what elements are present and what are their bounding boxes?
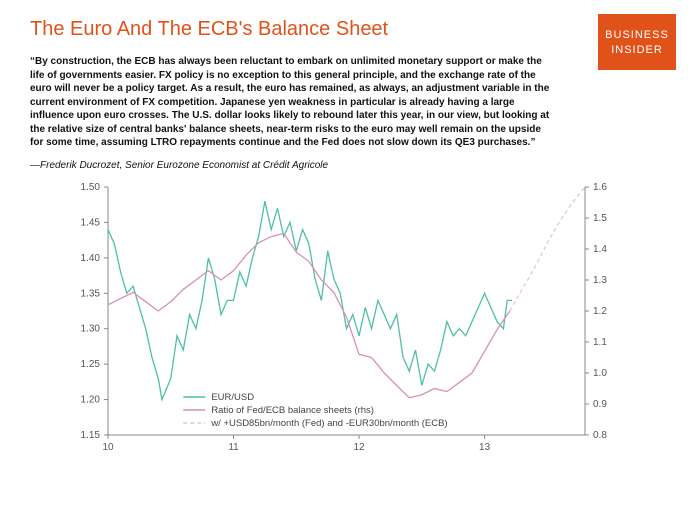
y-right-label: 0.8 — [593, 430, 607, 441]
chart-title: The Euro And The ECB's Balance Sheet — [30, 18, 670, 41]
x-label: 13 — [479, 442, 491, 453]
y-right-label: 1.1 — [593, 337, 607, 348]
y-left-label: 1.45 — [81, 217, 101, 228]
y-right-label: 1.6 — [593, 182, 607, 193]
legend-label: w/ +USD85bn/month (Fed) and -EUR30bn/mon… — [210, 418, 447, 429]
y-left-label: 1.35 — [81, 288, 101, 299]
business-insider-logo: BUSINESS INSIDER — [598, 14, 676, 70]
y-right-label: 1.2 — [593, 306, 607, 317]
series-line-0 — [108, 201, 512, 399]
quote-text: “By construction, the ECB has always bee… — [30, 55, 550, 150]
chart-container: 1.15 1.20 1.25 1.30 1.35 1.40 1.45 1.50 0.8 0.9 1.… — [30, 177, 670, 467]
page: BUSINESS INSIDER The Euro And The ECB's … — [0, 0, 700, 525]
y-left-label: 1.15 — [81, 430, 101, 441]
y-right-label: 1.5 — [593, 213, 607, 224]
y-right-label: 1.3 — [593, 275, 607, 286]
y-left-label: 1.30 — [81, 323, 101, 334]
y-right-label: 1.4 — [593, 244, 607, 255]
y-left-label: 1.40 — [81, 252, 101, 263]
series-line-1 — [108, 233, 510, 397]
legend-label: EUR/USD — [211, 392, 254, 403]
logo-line1: BUSINESS — [598, 28, 676, 43]
logo-line2: INSIDER — [598, 43, 676, 58]
y-right-label: 1.0 — [593, 368, 607, 379]
x-label: 12 — [353, 442, 365, 453]
x-label: 10 — [102, 442, 114, 453]
x-label: 11 — [228, 442, 239, 453]
y-left-label: 1.50 — [81, 182, 101, 193]
series-line-2 — [510, 187, 585, 311]
y-right-label: 0.9 — [593, 399, 607, 410]
y-left-label: 1.20 — [81, 394, 101, 405]
chart-svg: 1.15 1.20 1.25 1.30 1.35 1.40 1.45 1.50 0.8 0.9 1.… — [30, 177, 630, 467]
y-left-label: 1.25 — [81, 359, 101, 370]
legend-label: Ratio of Fed/ECB balance sheets (rhs) — [211, 405, 374, 416]
quote-attribution: —Frederik Ducrozet, Senior Eurozone Econ… — [30, 160, 670, 171]
